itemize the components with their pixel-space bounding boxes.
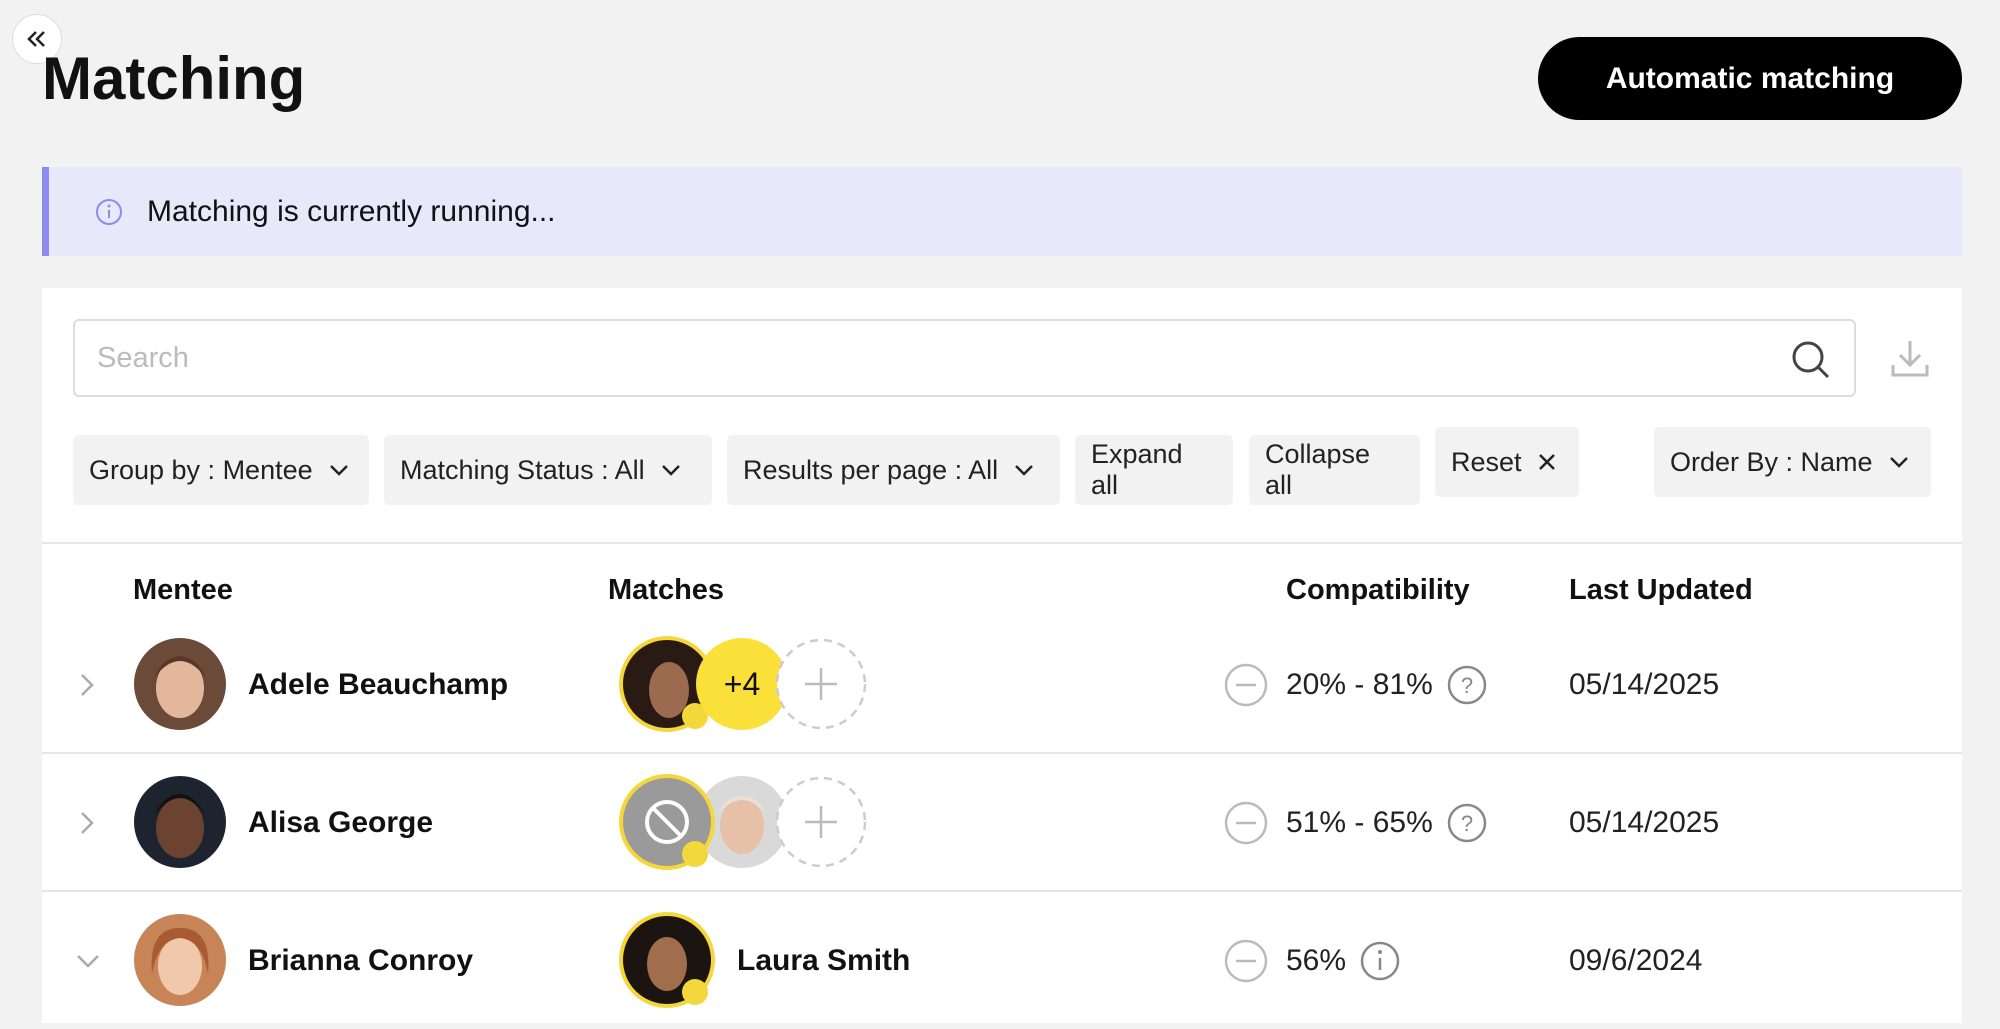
mentee-avatar [134,776,226,868]
table-row[interactable]: Alisa George 51% - 65%? 05/14/2025 [42,754,1962,891]
compatibility-cell: 51% - 65%? [1286,754,1487,891]
order-by-chip[interactable]: Order By : Name [1654,427,1931,497]
add-match-button[interactable] [775,776,867,868]
info-banner: Matching is currently running... [42,167,1962,256]
match-name: Laura Smith [737,943,911,977]
svg-text:?: ? [1461,673,1473,698]
last-updated: 09/6/2024 [1569,943,1703,977]
results-card: Search Group by : Mentee Matching Status… [42,288,1962,1023]
last-updated: 05/14/2025 [1569,667,1720,701]
svg-text:?: ? [1461,811,1473,836]
filter-label: Reset [1451,446,1522,477]
filter-label: Collapse all [1265,439,1371,500]
last-updated: 05/14/2025 [1569,805,1720,839]
automatic-matching-button[interactable]: Automatic matching [1538,37,1962,120]
remove-icon[interactable] [1224,939,1268,983]
collapse-sidebar[interactable] [12,14,62,64]
expand-chevron[interactable] [78,810,98,836]
dropdown-icon [661,465,680,476]
filter-chip[interactable]: Group by : Mentee [73,435,369,505]
table-row[interactable]: Adele Beauchamp +4 20% - 81%? 05/14/2025 [42,616,1962,753]
chevrons-icon [27,31,45,47]
expand-chevron[interactable] [78,672,98,698]
dropdown-icon [329,465,348,476]
match-avatar [619,636,715,732]
divider [42,890,1962,892]
page-title: Matching [42,45,306,112]
mentee-avatar [134,914,226,1006]
column-header: Compatibility [1286,574,1470,606]
column-header: Last Updated [1569,574,1753,606]
filter-label: Results per page : All [743,454,999,485]
remove-icon[interactable] [1224,663,1268,707]
banner-message: Matching is currently running... [147,194,556,228]
compatibility: 56% [1286,943,1347,977]
filter-chip[interactable]: Results per page : All [727,435,1060,505]
compatibility-cell: 56% [1286,892,1400,1029]
match-avatar [619,912,715,1008]
column-header: Mentee [133,574,233,606]
match-avatar [696,776,788,868]
mentee-name: Alisa George [248,805,434,839]
info-icon[interactable] [1360,941,1400,981]
blocked-match-avatar [619,774,715,870]
compatibility: 20% - 81% [1286,667,1433,701]
divider [42,752,1962,754]
filter-chip[interactable]: Matching Status : All [384,435,712,505]
compatibility-cell: 20% - 81%? [1286,616,1487,753]
filter-label: Group by : Mentee [89,454,313,485]
column-header: Matches [608,574,725,606]
filter-label: Expand all [1091,439,1183,500]
dropdown-icon [1889,457,1908,468]
remove-icon[interactable] [1224,801,1268,845]
search-placeholder: Search [97,341,189,374]
reset-button[interactable]: Reset [1435,427,1579,497]
table-row[interactable]: Brianna Conroy Laura Smith 56% 09/6/2024 [42,892,1962,1029]
add-match-button[interactable] [775,638,867,730]
dropdown-icon [1015,465,1034,476]
expand-all-button[interactable]: Expand all [1075,435,1233,505]
compatibility: 51% - 65% [1286,805,1433,839]
download-icon[interactable] [1889,337,1931,379]
search-icon [1792,341,1830,379]
extra-matches-badge[interactable]: +4 [696,638,788,730]
help-icon[interactable]: ? [1447,665,1487,705]
mentee-name: Adele Beauchamp [248,667,509,701]
info-icon [96,198,122,225]
close-icon [1538,454,1555,470]
order-by-label: Order By : Name [1670,446,1873,477]
search-input[interactable]: Search [73,319,1856,397]
divider [42,542,1962,544]
mentee-avatar [134,638,226,730]
collapse-chevron[interactable] [75,952,101,972]
collapse-all-button[interactable]: Collapse all [1249,435,1420,505]
help-icon[interactable]: ? [1447,803,1487,843]
filter-label: Matching Status : All [400,454,645,485]
mentee-name: Brianna Conroy [248,943,474,977]
